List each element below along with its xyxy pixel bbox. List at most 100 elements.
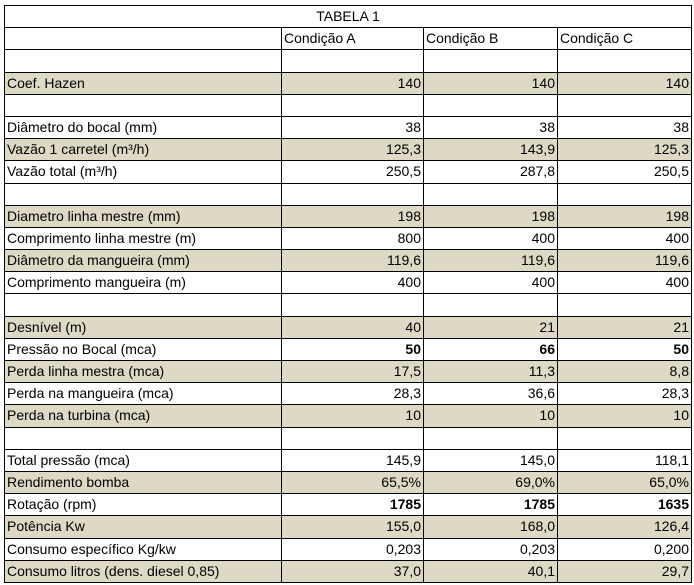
data-row: Diâmetro do bocal (mm) 38 38 38 [4,115,692,140]
header-row: Condição A Condição B Condição C [4,27,692,51]
value-cell: 250,5 [281,160,424,184]
row-label: Rotação (rpm) [4,493,282,517]
value-cell: 287,8 [423,160,558,184]
value-cell: 0,203 [423,537,558,561]
value-cell: 1635 [557,493,692,517]
blank-cell [4,182,282,206]
data-row: Perda na turbina (mca) 10 10 10 [4,404,692,428]
blank-cell [281,426,424,450]
blank-row [4,49,692,73]
row-label: Diâmetro do bocal (mm) [4,115,282,140]
row-label: Vazão 1 carretel (m³/h) [4,138,282,162]
value-cell: 50 [557,337,692,362]
data-row: Perda na mangueira (mca) 28,3 36,6 28,3 [4,382,692,406]
row-label: Comprimento mangueira (m) [4,271,282,295]
row-label: Vazão total (m³/h) [4,160,282,184]
blank-cell [4,426,282,450]
value-cell: 119,6 [281,249,424,273]
value-cell: 38 [281,115,424,140]
blank-row [4,426,692,450]
blank-cell [423,293,558,317]
value-cell: 10 [423,404,558,428]
data-row: Comprimento linha mestre (m) 800 400 400 [4,226,692,251]
blank-cell [557,93,692,117]
value-cell: 8,8 [557,359,692,384]
value-cell: 37,0 [281,559,424,583]
column-header: Condição B [423,27,558,51]
value-cell: 28,3 [281,382,424,406]
row-label: Comprimento linha mestre (m) [4,226,282,251]
data-row: Potência Kw 155,0 168,0 126,4 [4,515,692,539]
row-label: Pressão no Bocal (mca) [4,337,282,362]
value-cell: 126,4 [557,515,692,539]
value-cell: 125,3 [557,138,692,162]
blank-cell [557,182,692,206]
value-cell: 29,7 [557,559,692,583]
value-cell: 38 [423,115,558,140]
value-cell: 400 [281,271,424,295]
value-cell: 17,5 [281,359,424,384]
value-cell: 66 [423,337,558,362]
value-cell: 69,0% [423,470,558,495]
blank-cell [281,93,424,117]
row-label: Desnível (m) [4,315,282,339]
data-row: Comprimento mangueira (m) 400 400 400 [4,271,692,295]
value-cell: 28,3 [557,382,692,406]
row-label: Rendimento bomba [4,470,282,495]
blank-row [4,93,692,117]
blank-cell [281,182,424,206]
value-cell: 400 [423,271,558,295]
blank-cell [557,49,692,73]
value-cell: 155,0 [281,515,424,539]
blank-cell [4,93,282,117]
data-row: Perda linha mestra (mca) 17,5 11,3 8,8 [4,359,692,384]
value-cell: 800 [281,226,424,251]
row-label: Potência Kw [4,515,282,539]
data-row: Total pressão (mca) 145,9 145,0 118,1 [4,448,692,472]
value-cell: 145,9 [281,448,424,472]
blank-cell [423,426,558,450]
row-label: Total pressão (mca) [4,448,282,472]
row-label: Diametro linha mestre (mm) [4,204,282,228]
value-cell: 125,3 [281,138,424,162]
header-cell [4,27,282,51]
value-cell: 0,203 [281,537,424,561]
value-cell: 65,5% [281,470,424,495]
value-cell: 198 [423,204,558,228]
row-label: Consumo específico Kg/kw [4,537,282,561]
data-row: Rotação (rpm) 1785 1785 1635 [4,493,692,517]
value-cell: 400 [557,271,692,295]
blank-cell [557,293,692,317]
data-row: Diametro linha mestre (mm) 198 198 198 [4,204,692,228]
value-cell: 198 [281,204,424,228]
data-row: Vazão 1 carretel (m³/h) 125,3 143,9 125,3 [4,138,692,162]
blank-cell [423,93,558,117]
value-cell: 1785 [423,493,558,517]
blank-row [4,182,692,206]
data-row: Consumo litros (dens. diesel 0,85) 37,0 40… [4,559,692,583]
value-cell: 50 [281,337,424,362]
row-label: Consumo litros (dens. diesel 0,85) [4,559,282,583]
title-row: TABELA 1 [4,4,692,29]
blank-cell [4,293,282,317]
row-label: Perda na turbina (mca) [4,404,282,428]
data-row: Consumo específico Kg/kw 0,203 0,203 0,200 [4,537,692,561]
row-label: Coef. Hazen [4,71,282,95]
column-header: Condição C [557,27,692,51]
blank-cell [4,49,282,73]
data-row: Pressão no Bocal (mca) 50 66 50 [4,337,692,362]
value-cell: 10 [281,404,424,428]
value-cell: 40 [281,315,424,339]
value-cell: 65,0% [557,470,692,495]
row-label: Perda na mangueira (mca) [4,382,282,406]
value-cell: 21 [557,315,692,339]
data-row: Rendimento bomba 65,5% 69,0% 65,0% [4,470,692,495]
value-cell: 140 [423,71,558,95]
value-cell: 0,200 [557,537,692,561]
column-header: Condição A [281,27,424,51]
blank-cell [423,49,558,73]
blank-cell [281,49,424,73]
